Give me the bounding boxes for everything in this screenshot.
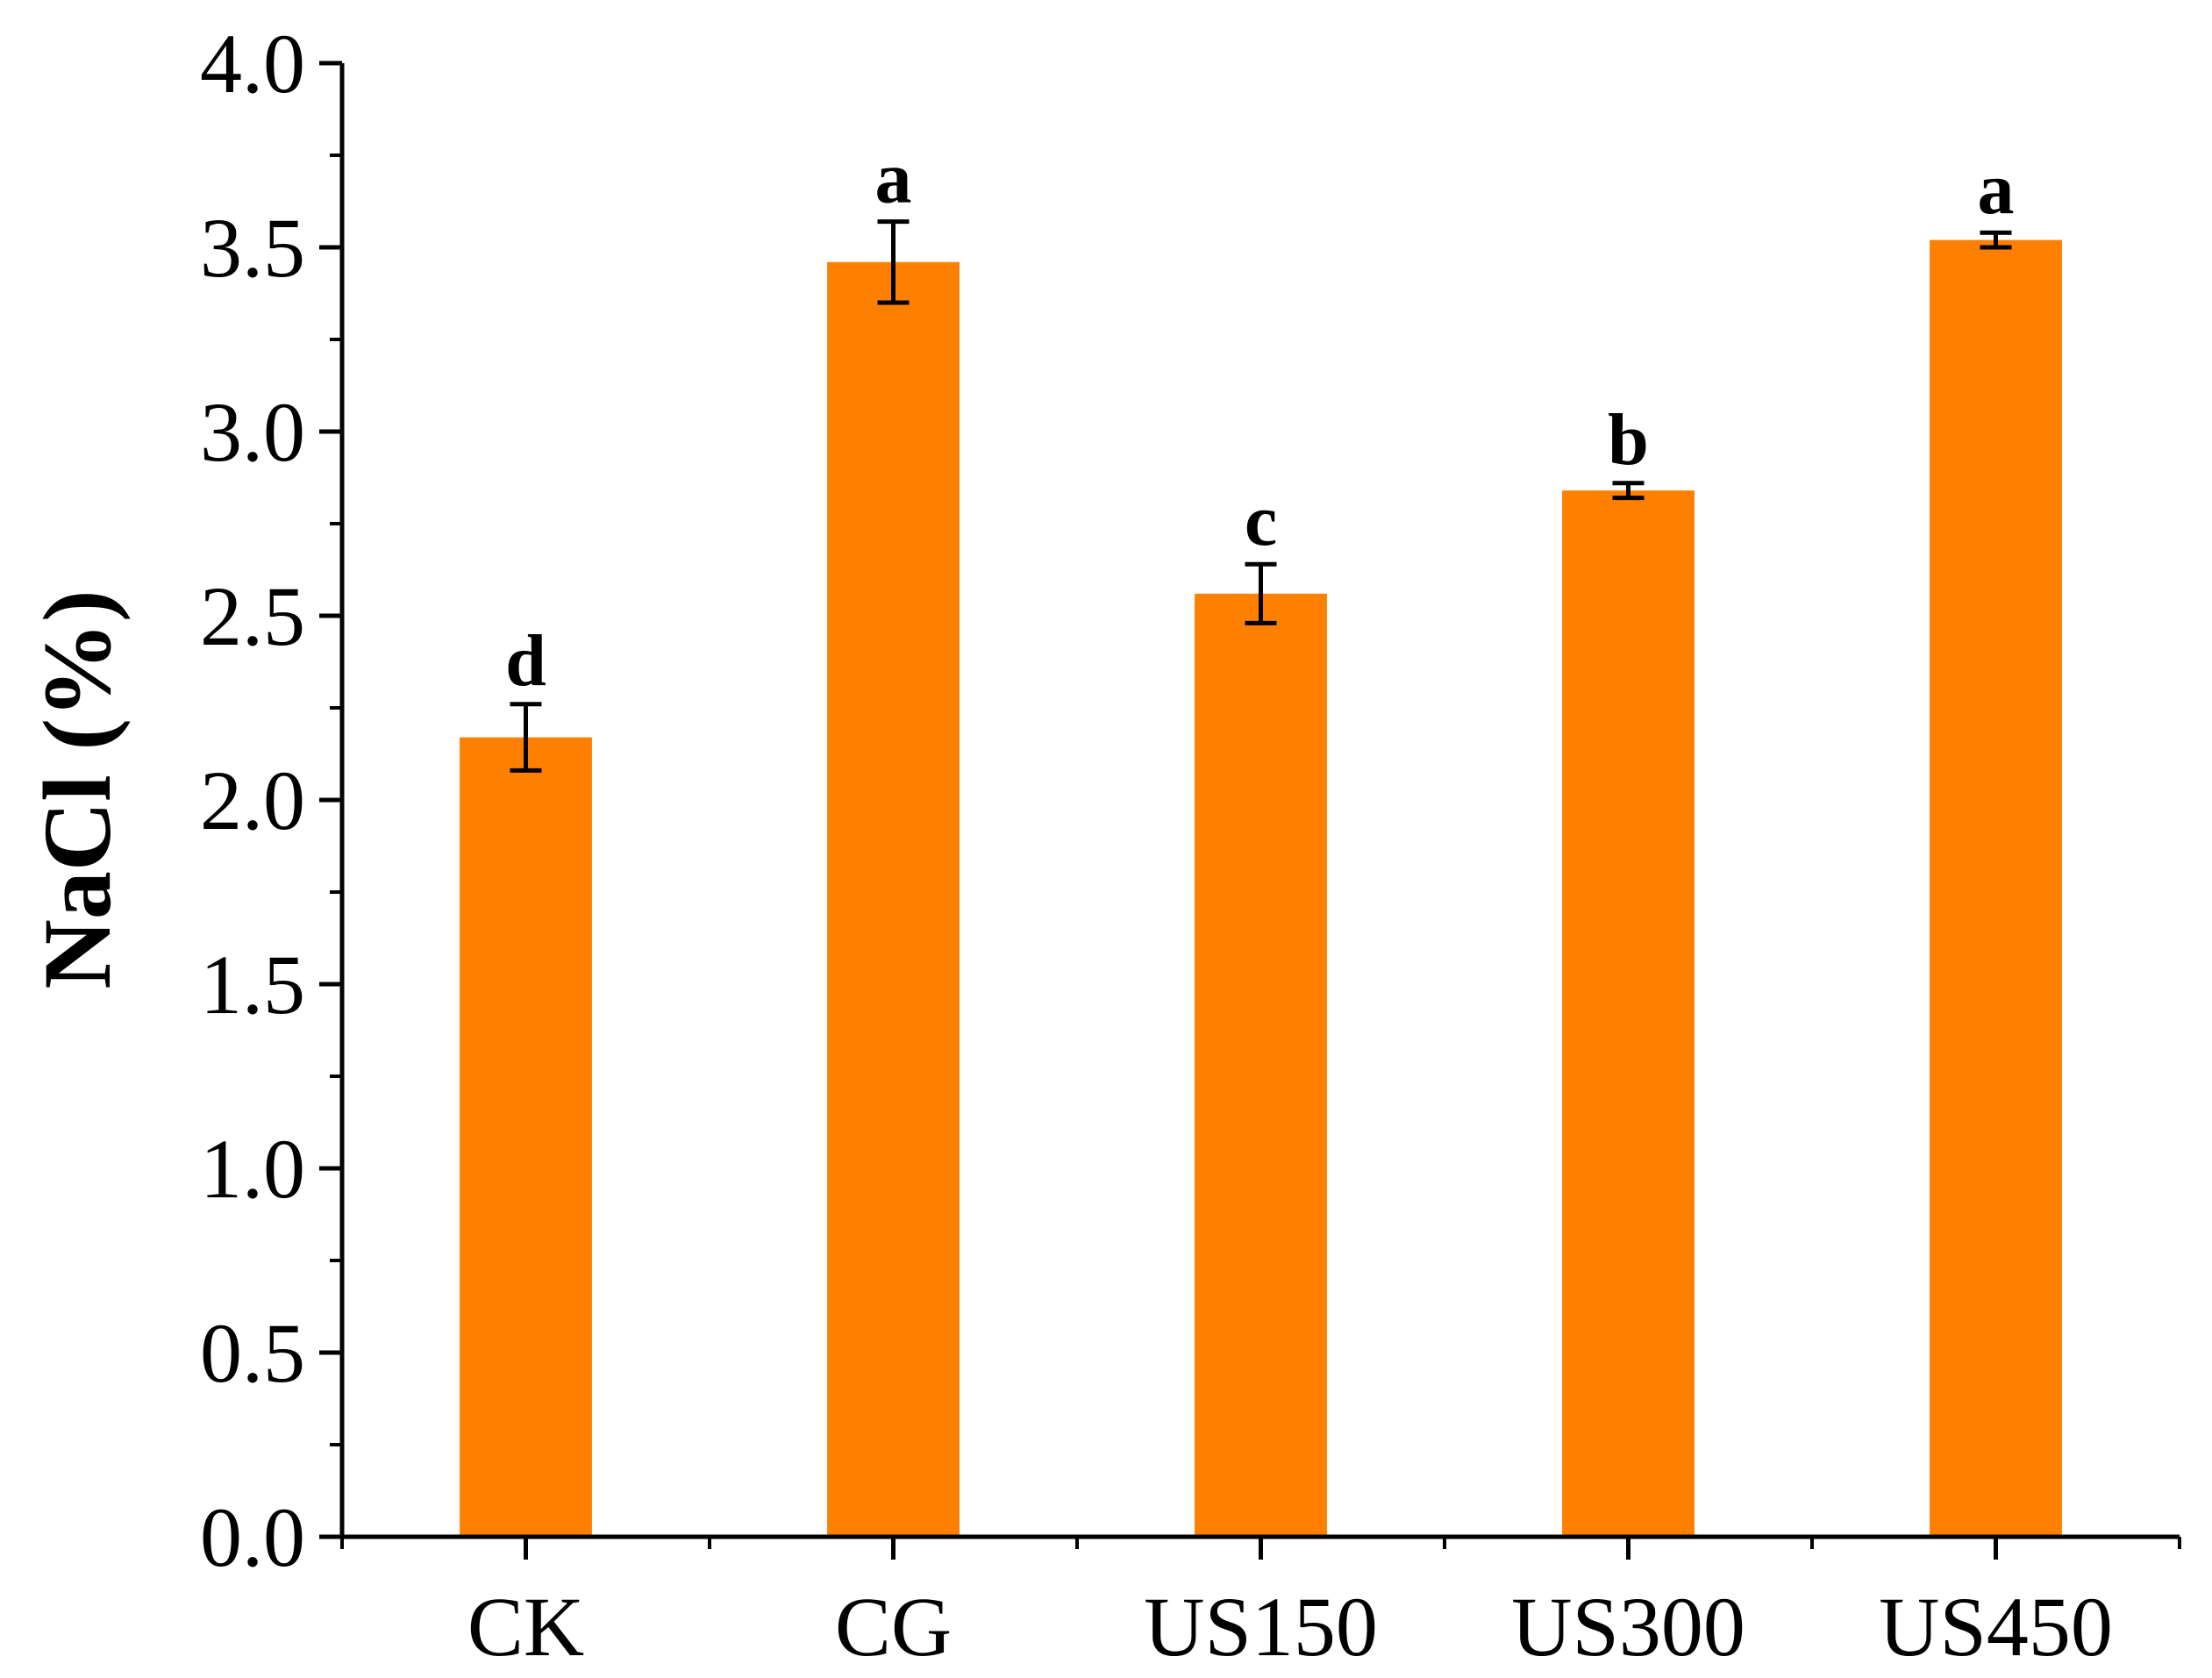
error-bars-layer xyxy=(510,219,2012,773)
y-tick-label: 2.5 xyxy=(200,569,305,663)
significance-labels-layer: d a c b a xyxy=(505,138,2014,702)
significance-letter: a xyxy=(1978,148,2015,230)
y-tick-label: 2.0 xyxy=(200,753,305,847)
y-tick-label: 3.5 xyxy=(200,201,305,295)
x-tick-label-us450: US450 xyxy=(1879,1580,2113,1674)
x-ticks-layer: CK CG US150 US300 US450 xyxy=(340,1537,2181,1674)
significance-letter: d xyxy=(505,620,546,702)
y-tick-label: 0.5 xyxy=(200,1306,305,1400)
bar-us450 xyxy=(1930,239,2062,1538)
x-tick-label-us300: US300 xyxy=(1511,1580,1745,1674)
significance-letter: b xyxy=(1608,399,1649,481)
y-axis-title: NaCl (%) xyxy=(24,589,131,989)
bar-us300 xyxy=(1562,490,1695,1538)
x-tick-label-us150: US150 xyxy=(1144,1580,1378,1674)
y-tick-label: 3.0 xyxy=(200,385,305,479)
y-ticks-layer: 0.0 0.5 1.0 1.5 2.0 2.5 3.0 3.5 4.0 xyxy=(200,17,342,1584)
x-tick-label-ck: CK xyxy=(467,1580,584,1674)
significance-letter: a xyxy=(875,138,912,219)
x-tick-label-cg: CG xyxy=(835,1580,952,1674)
bar-ck xyxy=(460,737,592,1537)
y-tick-label: 1.0 xyxy=(200,1122,305,1216)
significance-letter: c xyxy=(1245,480,1277,561)
y-tick-label: 0.0 xyxy=(200,1490,305,1584)
bar-cg xyxy=(827,261,960,1537)
bar-us150 xyxy=(1195,593,1327,1537)
y-tick-label: 1.5 xyxy=(200,938,305,1032)
bars-layer xyxy=(460,239,2062,1538)
y-tick-label: 4.0 xyxy=(200,17,305,111)
